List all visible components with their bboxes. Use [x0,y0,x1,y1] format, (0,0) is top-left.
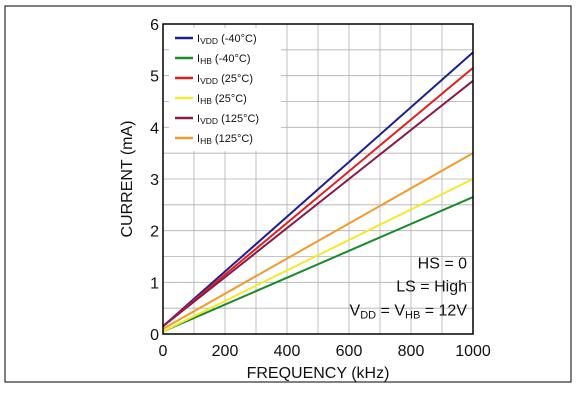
legend-entry-sub: VDD [200,76,218,86]
legend: IVDD (-40°C)IHB (-40°C)IVDD (25°C)IHB (2… [169,28,281,151]
annotation-vdd-vhb: VDD = VHB = 12V [350,302,468,321]
x-tick-label: 800 [398,343,425,360]
legend-entry-rest: (125°C) [218,113,259,125]
annotation-vdd-b-sub: HB [405,309,420,321]
x-tick-label: 400 [274,343,301,360]
y-tick-label: 6 [150,17,159,34]
y-axis-title: CURRENT (mA) [119,120,136,237]
y-tick-label: 2 [150,224,159,241]
annotation-vdd-c: = 12V [420,302,467,319]
legend-entry-sub: HB [200,96,212,106]
legend-entry-sub: HB [200,56,212,66]
legend-entry: IVDD (125°C) [197,113,259,126]
annotation-ls: LS = High [396,279,467,296]
annotation-vdd-b: = V [376,302,405,319]
y-tick-label: 5 [150,69,159,86]
condition-annotations: HS = 0 LS = High VDD = VHB = 12V [350,255,468,321]
y-tick-label: 4 [150,120,159,137]
legend-entry-main: I [197,53,200,65]
legend-background [169,28,281,151]
series-line [162,51,474,327]
x-tick-label: 0 [159,343,168,360]
legend-entry: IHB (25°C) [197,93,247,106]
annotation-vdd-a-sub: DD [360,309,376,321]
x-tick-label: 600 [336,343,363,360]
legend-entry-rest: (-40°C) [212,53,251,65]
legend-entry-rest: (25°C) [212,93,247,105]
series-lines [162,51,474,333]
y-tick-label: 3 [150,172,159,189]
legend-entry-main: I [197,33,200,45]
series-line [162,178,474,333]
legend-entry-main: I [197,133,200,145]
series-line [162,152,474,330]
legend-entry: IHB (125°C) [197,133,253,146]
legend-entry-rest: (-40°C) [218,33,257,45]
legend-entry: IVDD (25°C) [197,73,253,86]
legend-entry: IVDD (-40°C) [197,33,257,46]
legend-entry-rest: (25°C) [218,73,253,85]
x-axis-title: FREQUENCY (kHz) [247,365,390,382]
legend-entry-sub: HB [200,136,212,146]
plot-border [162,23,474,335]
y-tick-label: 0 [150,327,159,344]
y-tick-labels: 0 1 2 3 4 5 6 [150,17,159,344]
x-tick-label: 200 [212,343,239,360]
y-tick-label: 1 [150,275,159,292]
x-tick-labels: 0 200 400 600 800 1000 [159,343,491,360]
series-line [162,196,474,333]
annotation-vdd-a: V [350,302,361,319]
legend-entry-sub: VDD [200,36,218,46]
annotation-hs: HS = 0 [418,255,467,272]
x-tick-label: 1000 [455,343,491,360]
series-line [162,67,474,328]
legend-entry-main: I [197,113,200,125]
series-line [162,80,474,328]
outer-border [4,5,572,383]
legend-entry-main: I [197,73,200,85]
legend-entry-rest: (125°C) [212,133,253,145]
legend-entry-main: I [197,93,200,105]
legend-entry: IHB (-40°C) [197,53,251,66]
legend-entry-sub: VDD [200,116,218,126]
